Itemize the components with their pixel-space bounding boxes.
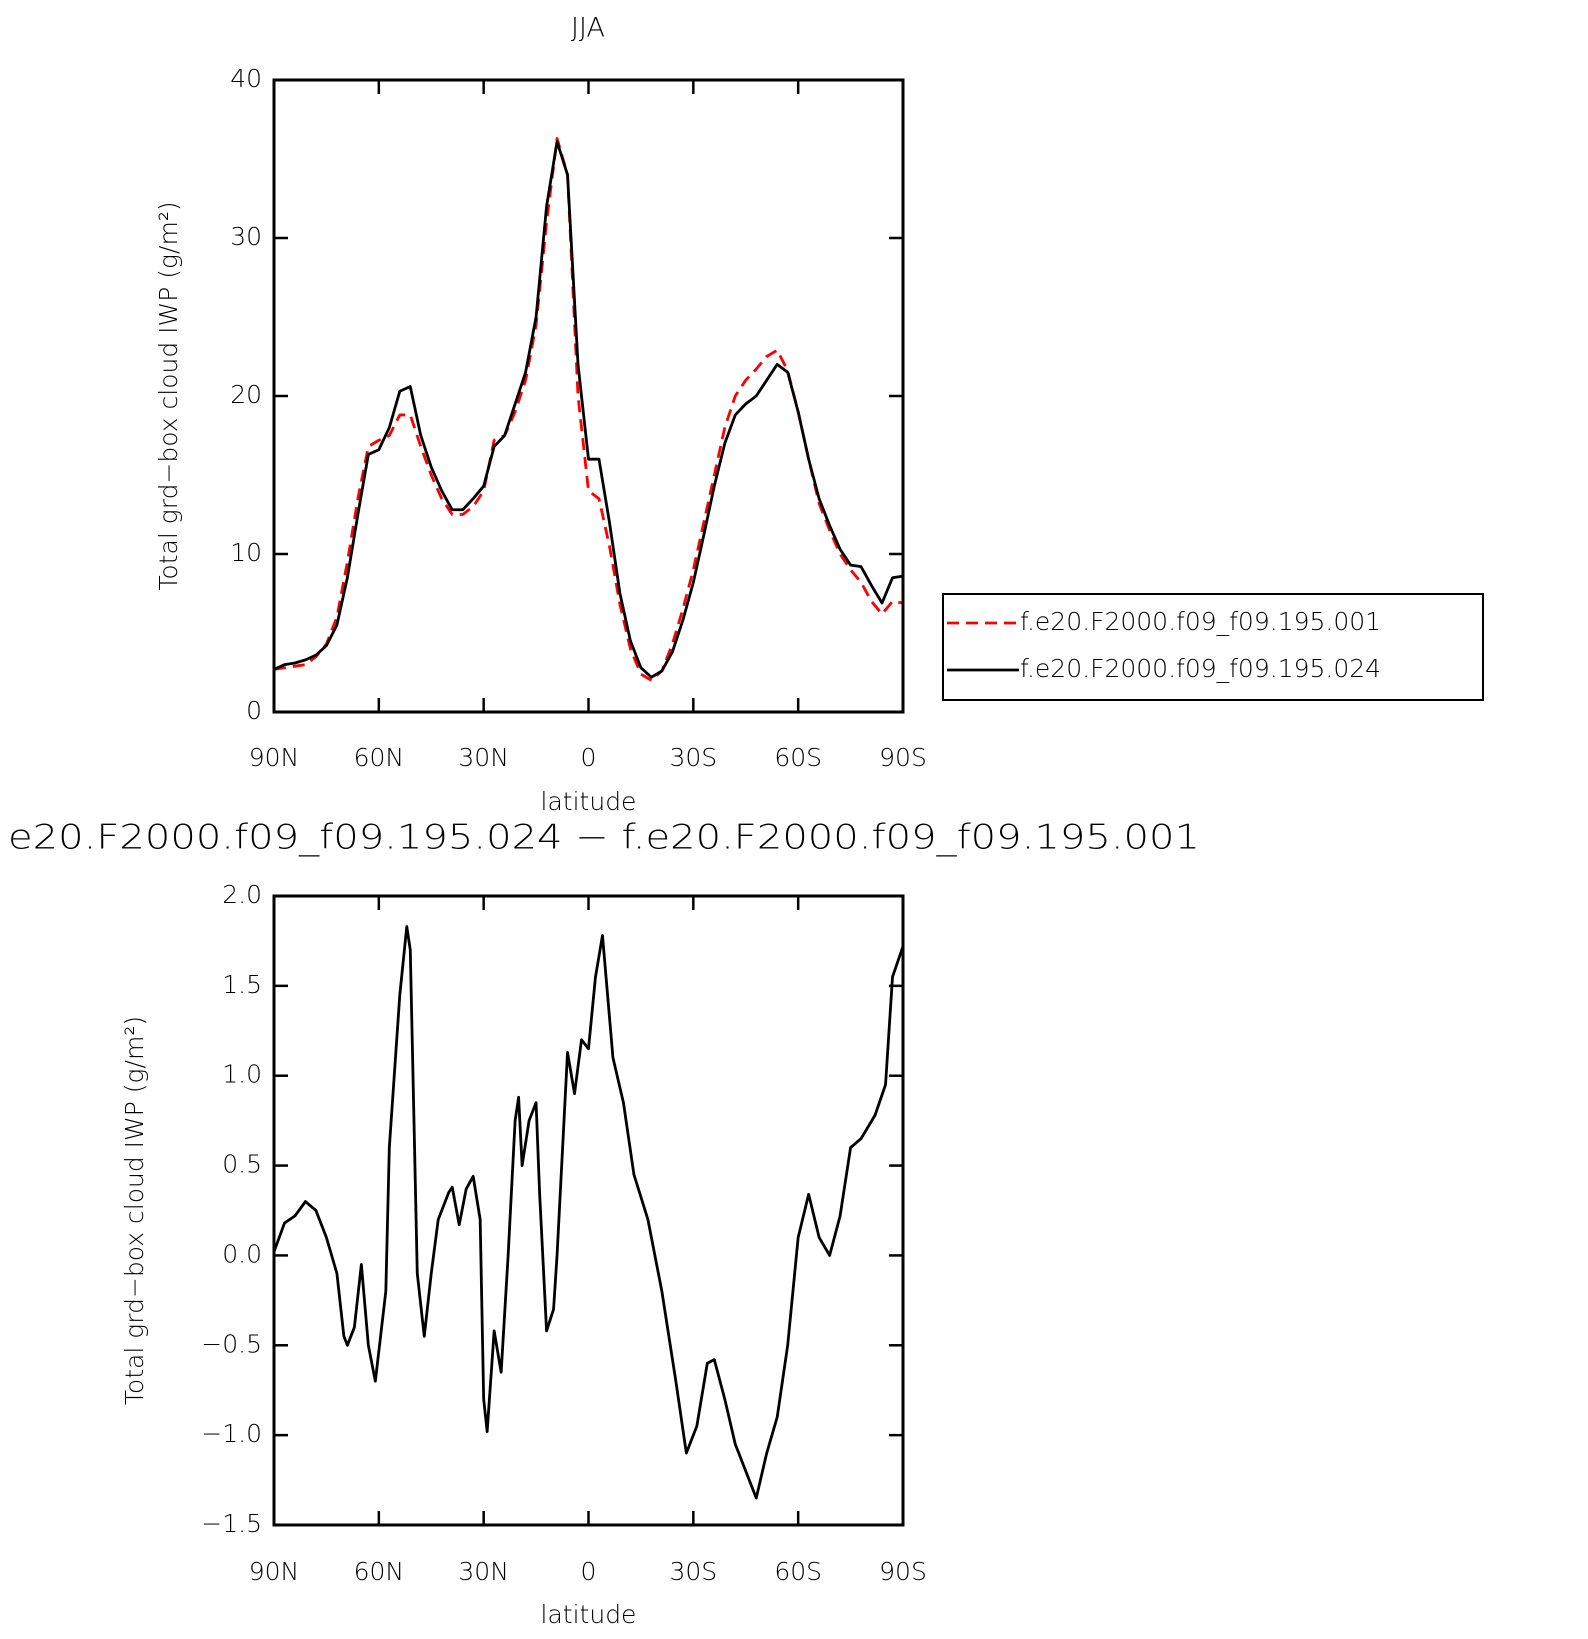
- y-axis-label: Total grd−box cloud IWP (g/m²): [154, 201, 183, 590]
- x-axis-label: latitude: [541, 787, 637, 816]
- plot-frame: [272, 894, 905, 1527]
- y-tick-label: 0.5: [222, 1150, 262, 1179]
- x-tick-label: 30S: [669, 1557, 717, 1586]
- y-tick-label: −0.5: [201, 1329, 262, 1358]
- x-tick-label: 90N: [249, 1557, 300, 1586]
- y-tick-label: −1.0: [201, 1419, 262, 1448]
- y-tick-label: 0: [246, 696, 262, 725]
- y-tick-label: 40: [230, 64, 262, 93]
- x-tick-label: 30S: [669, 743, 717, 772]
- y-axis-label: Total grd−box cloud IWP (g/m²): [120, 1016, 149, 1405]
- x-tick-label: 60N: [354, 1557, 405, 1586]
- y-tick-label: −1.5: [201, 1509, 262, 1538]
- x-tick-label: 90S: [879, 743, 927, 772]
- chart-title: JJA: [571, 13, 605, 44]
- y-tick-label: 1.5: [222, 970, 262, 999]
- x-tick-label: 90S: [879, 1557, 927, 1586]
- data-line: [273, 140, 904, 679]
- legend-label: f.e20.F2000.f09_f09.195.024: [1020, 654, 1381, 683]
- x-axis-label: latitude: [541, 1600, 637, 1629]
- y-tick-label: 30: [230, 222, 262, 251]
- legend-box: [942, 593, 1484, 701]
- x-tick-label: 60N: [354, 743, 405, 772]
- x-tick-label: 0: [581, 1557, 597, 1586]
- x-tick-label: 30N: [458, 1557, 509, 1586]
- y-tick-label: 10: [230, 538, 262, 567]
- data-line: [272, 925, 905, 1500]
- y-tick-label: 2.0: [222, 880, 262, 909]
- plot-frame: [272, 78, 905, 714]
- x-tick-label: 0: [581, 743, 597, 772]
- y-tick-label: 1.0: [222, 1060, 262, 1089]
- y-tick-label: 20: [230, 380, 262, 409]
- x-tick-label: 90N: [249, 743, 300, 772]
- x-tick-label: 60S: [774, 1557, 822, 1586]
- legend-label: f.e20.F2000.f09_f09.195.001: [1020, 607, 1381, 636]
- y-tick-label: 0.0: [222, 1239, 262, 1268]
- chart-title: e20.F2000.f09_f09.195.024 − f.e20.F2000.…: [8, 818, 1200, 858]
- data-line: [273, 137, 904, 682]
- x-tick-label: 60S: [774, 743, 822, 772]
- x-tick-label: 30N: [458, 743, 509, 772]
